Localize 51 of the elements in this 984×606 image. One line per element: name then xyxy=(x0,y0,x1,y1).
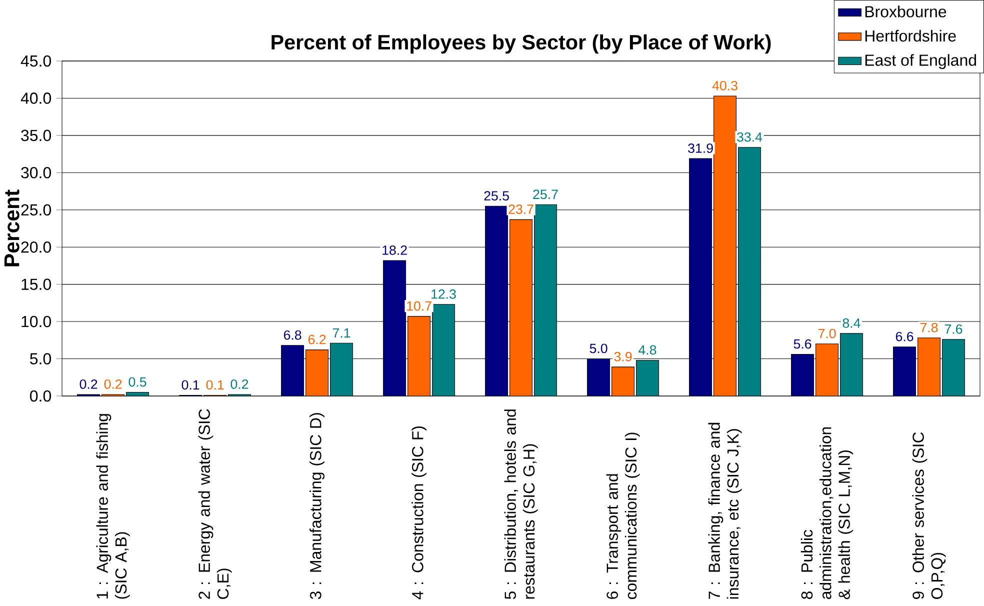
data-label: 7.8 xyxy=(920,322,938,332)
data-label: 0.2 xyxy=(104,379,122,389)
data-label: 6.6 xyxy=(896,332,914,342)
data-label: 0.5 xyxy=(128,377,146,387)
data-label: 7.0 xyxy=(818,328,836,338)
data-label: 5.6 xyxy=(794,339,812,349)
data-label: 12.3 xyxy=(432,289,456,299)
y-axis-title: Percent xyxy=(4,190,20,266)
y-tick-label: 20.0 xyxy=(21,241,52,253)
data-label: 0.1 xyxy=(206,380,224,390)
x-tick-label: 1 : Agriculture and fishing (SIC A,B) xyxy=(96,414,130,599)
data-label: 4.8 xyxy=(638,345,656,355)
y-tick-label: 25.0 xyxy=(21,204,52,216)
legend-label: East of England xyxy=(865,54,976,70)
y-tick-label: 45.0 xyxy=(20,55,52,67)
data-label: 6.2 xyxy=(308,334,326,344)
data-label: 23.7 xyxy=(508,204,534,214)
x-tick-label: 5 : Distribution, hotels and restaurants (SIC G,H) xyxy=(504,410,538,600)
x-tick-label: 2 : Energy and water (SIC C,E) xyxy=(198,409,232,599)
legend-label: Hertfordshire xyxy=(865,30,956,42)
x-tick-label: 3 : Manufacturing (SIC D) xyxy=(310,413,324,600)
x-tick-label: 7 : Banking, finance and insurance, etc (SIC J,K) xyxy=(708,422,742,599)
y-tick-label: 10.0 xyxy=(22,316,52,328)
chart-title: Percent of Employees by Sector (by Place of Work) xyxy=(272,34,771,54)
y-tick-label: 15.0 xyxy=(22,278,52,290)
y-tick-label: 5.0 xyxy=(30,353,52,364)
data-label: 0.1 xyxy=(182,380,200,390)
x-tick-label: 9 : Other services (SIC O,P,Q) xyxy=(912,432,946,599)
data-label: 31.9 xyxy=(688,143,713,153)
y-tick-label: 35.0 xyxy=(21,130,52,142)
data-label: 3.9 xyxy=(614,352,632,362)
x-tick-label: 8 : Public administration,education & health (SIC L,M,N) xyxy=(800,427,854,600)
data-label: 7.1 xyxy=(332,328,350,338)
legend-label: Broxbourne xyxy=(865,6,946,18)
y-tick-label: 30.0 xyxy=(21,167,52,178)
y-tick-label: 0.0 xyxy=(30,390,52,402)
data-label: 10.7 xyxy=(407,301,432,311)
data-label: 5.0 xyxy=(590,344,608,354)
data-label: 40.3 xyxy=(712,80,738,90)
x-tick-label: 4 : Construction (SIC F) xyxy=(412,426,426,600)
data-label: 0.2 xyxy=(80,379,98,389)
data-label: 25.5 xyxy=(484,191,509,201)
data-label: 33.4 xyxy=(737,132,762,142)
data-label: 6.8 xyxy=(284,330,302,340)
data-label: 18.2 xyxy=(382,245,407,255)
data-label: 8.4 xyxy=(842,318,860,328)
data-label: 0.2 xyxy=(230,379,248,389)
data-label: 25.7 xyxy=(533,190,558,200)
y-tick-label: 40.0 xyxy=(20,92,52,104)
data-label: 7.6 xyxy=(944,324,962,334)
x-tick-label: 6 : Transport and communications (SIC I) xyxy=(606,432,640,600)
